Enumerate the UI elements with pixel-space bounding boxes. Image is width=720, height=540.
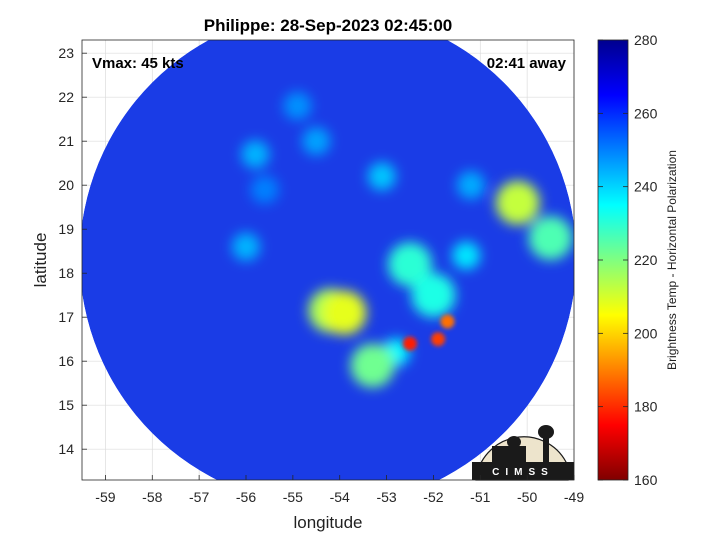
logo-text: CIMSS bbox=[492, 467, 554, 478]
logo-band bbox=[472, 462, 574, 480]
cold-cloud-feature bbox=[431, 332, 446, 347]
warm-cloud-feature bbox=[322, 290, 367, 335]
time-offset-label: 02:41 away bbox=[487, 55, 567, 72]
cold-cloud-feature bbox=[440, 314, 455, 329]
x-axis-label: longitude bbox=[293, 513, 362, 532]
colorbar-tick-label: 260 bbox=[634, 105, 658, 121]
y-tick-label: 19 bbox=[58, 221, 74, 237]
x-tick-label: -53 bbox=[376, 489, 396, 505]
logo-satellite-dish bbox=[507, 436, 521, 448]
warm-cloud-feature bbox=[495, 180, 540, 225]
cold-features bbox=[403, 314, 455, 351]
logo-tower bbox=[543, 437, 549, 463]
colorbar-tick-label: 180 bbox=[634, 399, 658, 415]
logo-building bbox=[492, 446, 526, 462]
cold-cloud-feature bbox=[403, 336, 417, 351]
x-tick-label: -56 bbox=[236, 489, 256, 505]
colorbar-ticks: 280 260 240 220 200 180 160 bbox=[598, 32, 658, 488]
x-tick-label: -49 bbox=[564, 489, 584, 505]
warm-cloud-feature bbox=[232, 232, 260, 261]
warm-cloud-feature bbox=[250, 175, 279, 204]
y-tick-label: 14 bbox=[58, 441, 74, 457]
y-tick-label: 16 bbox=[58, 353, 74, 369]
warm-cloud-feature bbox=[283, 92, 312, 120]
y-axis-ticks: 23 22 21 20 19 18 17 16 15 14 bbox=[58, 45, 87, 457]
x-tick-label: -57 bbox=[189, 489, 209, 505]
warm-cloud-feature bbox=[350, 343, 395, 388]
y-tick-label: 20 bbox=[58, 177, 74, 193]
x-tick-label: -59 bbox=[95, 489, 115, 505]
colorbar-tick-label: 160 bbox=[634, 472, 658, 488]
warm-cloud-feature bbox=[528, 216, 573, 260]
y-tick-label: 23 bbox=[58, 45, 74, 61]
x-tick-label: -51 bbox=[470, 489, 490, 505]
colorbar-label: Brightness Temp - Horizontal Polarizatio… bbox=[665, 150, 679, 370]
warm-cloud-feature bbox=[241, 140, 270, 169]
x-tick-label: -55 bbox=[283, 489, 303, 505]
vmax-label: Vmax: 45 kts bbox=[92, 55, 184, 72]
y-tick-label: 22 bbox=[58, 89, 74, 105]
warm-cloud-feature bbox=[302, 127, 331, 156]
colorbar-tick-label: 280 bbox=[634, 32, 658, 48]
x-tick-label: -50 bbox=[517, 489, 537, 505]
warm-cloud-feature bbox=[388, 242, 432, 287]
colorbar-tick-label: 200 bbox=[634, 325, 658, 341]
colorbar-tick-label: 240 bbox=[634, 179, 658, 195]
chart-title: Philippe: 28-Sep-2023 02:45:00 bbox=[204, 16, 453, 35]
warm-cloud-feature bbox=[456, 171, 485, 200]
y-tick-label: 17 bbox=[58, 309, 74, 325]
cimss-logo: CIMSS bbox=[472, 425, 574, 481]
brightness-temp-swath bbox=[82, 40, 574, 480]
x-tick-label: -58 bbox=[142, 489, 162, 505]
y-tick-label: 18 bbox=[58, 265, 74, 281]
plot-frame bbox=[81, 39, 575, 481]
y-tick-label: 21 bbox=[58, 133, 74, 149]
x-axis-ticks: -59 -58 -57 -56 -55 -54 -53 -52 -51 -50 -49 bbox=[95, 475, 584, 505]
x-tick-label: -52 bbox=[423, 489, 443, 505]
warm-cloud-feature bbox=[411, 273, 456, 318]
warm-cloud-feature bbox=[452, 241, 481, 270]
colorbar-tick-label: 220 bbox=[634, 252, 658, 268]
y-tick-label: 15 bbox=[58, 397, 74, 413]
logo-tank bbox=[538, 425, 554, 439]
warm-features bbox=[232, 92, 573, 388]
y-axis-label: latitude bbox=[31, 233, 50, 288]
warm-cloud-feature bbox=[367, 162, 396, 191]
swath-background bbox=[82, 40, 574, 480]
x-tick-label: -54 bbox=[330, 489, 350, 505]
